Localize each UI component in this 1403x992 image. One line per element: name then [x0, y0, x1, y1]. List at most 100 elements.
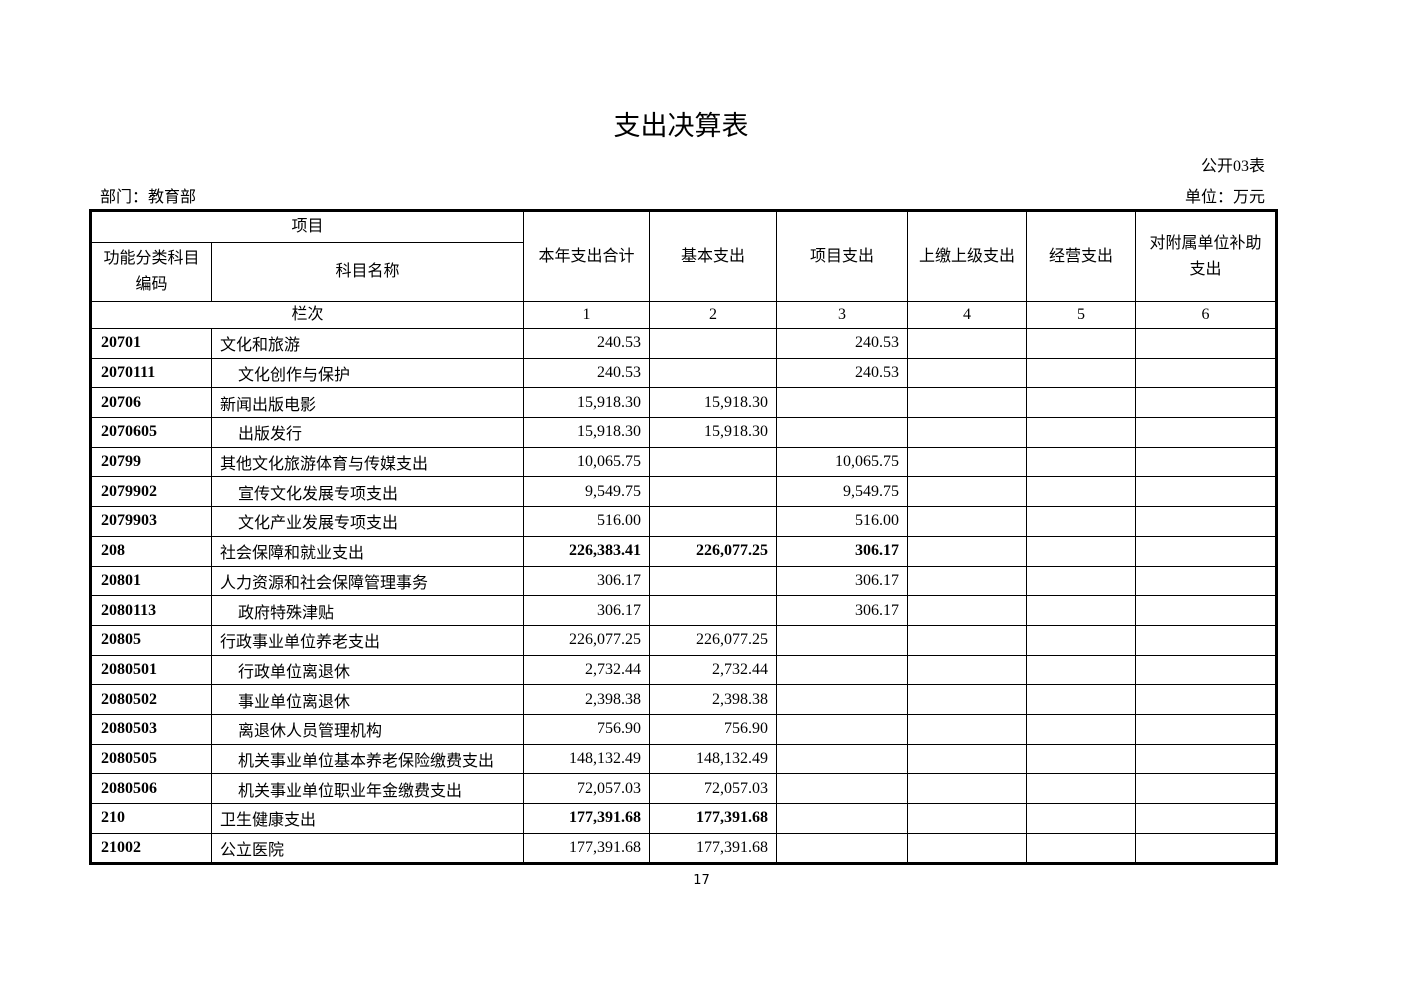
upper-cell: [907, 624, 1028, 656]
name-cell: 卫生健康支出: [210, 803, 525, 834]
project-cell: 240.53: [776, 328, 909, 359]
total-cell: 226,383.41: [523, 535, 651, 567]
header-cell: 项目支出: [776, 210, 909, 302]
total-cell: 2,398.38: [523, 684, 651, 715]
name-cell: 社会保障和就业支出: [210, 535, 525, 567]
total-cell: 516.00: [523, 506, 651, 537]
name-cell: 新闻出版电影: [210, 387, 525, 419]
subsidy-cell: [1135, 476, 1278, 508]
code-cell: 20701: [90, 328, 212, 359]
unit: 单位：万元: [1184, 189, 1265, 206]
name-cell: 出版发行: [210, 417, 525, 448]
business-cell: [1026, 654, 1137, 686]
upper-cell: [907, 328, 1028, 359]
upper-cell: [907, 417, 1028, 448]
basic-cell: 177,391.68: [649, 832, 778, 865]
code-cell: 2080503: [90, 713, 212, 745]
total-cell: 9,549.75: [523, 476, 651, 508]
subsidy-cell: [1135, 803, 1278, 834]
business-cell: [1026, 713, 1137, 745]
name-cell: 行政事业单位养老支出: [210, 624, 525, 656]
code-cell: 20706: [90, 387, 212, 419]
title: 支出决算表: [613, 111, 749, 141]
subsidy-cell: [1135, 357, 1278, 389]
total-cell: 15,918.30: [523, 387, 651, 419]
name-cell: 政府特殊津贴: [210, 595, 525, 626]
business-cell: [1026, 535, 1137, 567]
name-cell: 文化创作与保护: [210, 357, 525, 389]
name-cell: 宣传文化发展专项支出: [210, 476, 525, 508]
subsidy-cell: [1135, 565, 1278, 597]
upper-cell: [907, 565, 1028, 597]
upper-cell: [907, 654, 1028, 686]
basic-cell: 148,132.49: [649, 743, 778, 775]
subsidy-cell: [1135, 624, 1278, 656]
upper-cell: [907, 357, 1028, 389]
basic-cell: [649, 595, 778, 626]
total-cell: 226,077.25: [523, 624, 651, 656]
subsidy-cell: [1135, 328, 1278, 359]
basic-cell: 2,732.44: [649, 654, 778, 686]
upper-cell: [907, 743, 1028, 775]
subsidy-cell: [1135, 595, 1278, 626]
total-cell: 756.90: [523, 713, 651, 745]
code-cell: 2079902: [90, 476, 212, 508]
business-cell: [1026, 624, 1137, 656]
total-cell: 177,391.68: [523, 832, 651, 865]
upper-cell: [907, 803, 1028, 834]
project-cell: 9,549.75: [776, 476, 909, 508]
upper-cell: [907, 832, 1028, 865]
code-cell: 2080505: [90, 743, 212, 775]
upper-cell: [907, 387, 1028, 419]
form-number: 公开03表: [1200, 158, 1265, 175]
page-number: 17: [693, 873, 710, 888]
header-cell: 3: [776, 301, 909, 329]
project-cell: [776, 713, 909, 745]
header-cell: 4: [907, 301, 1028, 329]
project-cell: 306.17: [776, 595, 909, 626]
table-row: 2080501 行政单位离退休 2,732.44 2,732.44: [90, 654, 1278, 686]
header-cell: 经营支出: [1026, 210, 1137, 302]
basic-cell: 756.90: [649, 713, 778, 745]
total-cell: 2,732.44: [523, 654, 651, 686]
code-cell: 2080501: [90, 654, 212, 686]
basic-cell: [649, 446, 778, 478]
basic-cell: 226,077.25: [649, 624, 778, 656]
project-cell: 306.17: [776, 565, 909, 597]
subsidy-cell: [1135, 773, 1278, 804]
business-cell: [1026, 595, 1137, 626]
name-cell: 其他文化旅游体育与传媒支出: [210, 446, 525, 478]
basic-cell: 177,391.68: [649, 803, 778, 834]
subsidy-cell: [1135, 417, 1278, 448]
total-cell: 240.53: [523, 328, 651, 359]
code-cell: 20799: [90, 446, 212, 478]
project-cell: [776, 624, 909, 656]
business-cell: [1026, 803, 1137, 834]
business-cell: [1026, 773, 1137, 804]
subsidy-cell: [1135, 506, 1278, 537]
code-cell: 2070111: [90, 357, 212, 389]
total-cell: 177,391.68: [523, 803, 651, 834]
table-row: 2080503 离退休人员管理机构 756.90 756.90: [90, 713, 1278, 745]
table-row: 20801 人力资源和社会保障管理事务 306.17 306.17: [90, 565, 1278, 597]
upper-cell: [907, 684, 1028, 715]
business-cell: [1026, 684, 1137, 715]
header-cell: 1: [523, 301, 651, 329]
project-cell: 306.17: [776, 535, 909, 567]
business-cell: [1026, 417, 1137, 448]
header-cell: 6: [1135, 301, 1278, 329]
table-row: 2079902 宣传文化发展专项支出 9,549.75 9,549.75: [90, 476, 1278, 508]
table-row: 20706 新闻出版电影 15,918.30 15,918.30: [90, 387, 1278, 419]
header-cell: 基本支出: [649, 210, 778, 302]
name-cell: 文化和旅游: [210, 328, 525, 359]
code-cell: 2080506: [90, 773, 212, 804]
total-cell: 10,065.75: [523, 446, 651, 478]
table-row: 2079903 文化产业发展专项支出 516.00 516.00: [90, 506, 1278, 537]
code-cell: 210: [90, 803, 212, 834]
basic-cell: 2,398.38: [649, 684, 778, 715]
basic-cell: [649, 357, 778, 389]
project-cell: 10,065.75: [776, 446, 909, 478]
subsidy-cell: [1135, 713, 1278, 745]
table-row: 2080502 事业单位离退休 2,398.38 2,398.38: [90, 684, 1278, 715]
name-cell: 机关事业单位基本养老保险缴费支出: [210, 743, 525, 775]
